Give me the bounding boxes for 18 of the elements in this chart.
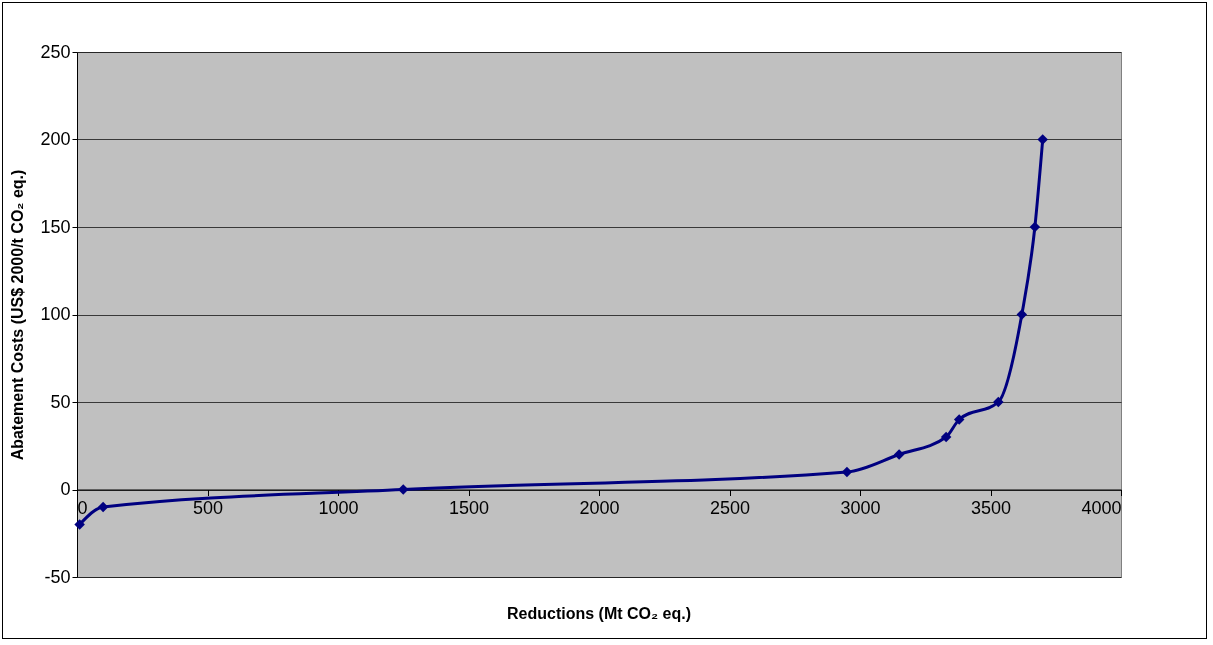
x-tick-label: 3000 [840, 498, 881, 518]
x-tick-label: 0 [77, 498, 88, 518]
x-tick-label: 2000 [579, 498, 620, 518]
x-tick-label: 3500 [970, 498, 1012, 518]
x-tick-label: 2500 [709, 498, 751, 518]
y-tick-label: 100 [40, 304, 71, 324]
y-tick-label: -50 [44, 566, 71, 587]
x-tick-label: 1500 [448, 498, 490, 518]
y-tick-label: 0 [60, 479, 71, 499]
y-tick-label: 200 [40, 129, 71, 149]
x-tick-label: 500 [192, 498, 224, 518]
y-tick-label: 250 [40, 41, 71, 62]
y-tick-label: 150 [40, 216, 71, 237]
x-tick-label: 1000 [318, 498, 359, 518]
y-axis-title: Abatement Costs (US$ 2000/t CO₂ eq.) [9, 169, 27, 461]
x-tick-label: 4000 [1081, 498, 1122, 518]
y-tick-label: 50 [50, 391, 71, 412]
x-axis-title: Reductions (Mt CO₂ eq.) [507, 605, 691, 622]
